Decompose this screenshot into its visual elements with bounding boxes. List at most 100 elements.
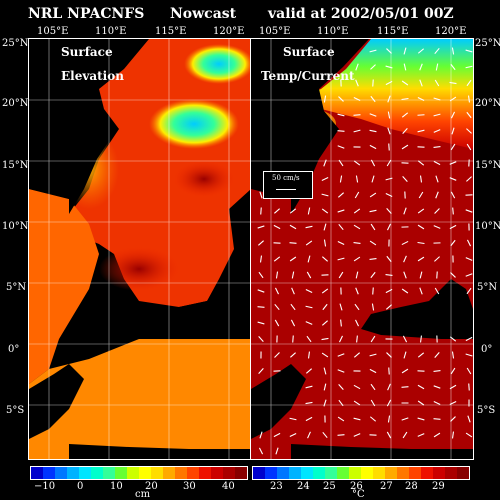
current-vector (450, 63, 456, 71)
current-vector (353, 208, 361, 214)
elevation-map (29, 39, 251, 459)
elevation-low-anomaly (149, 99, 239, 149)
current-vector (403, 271, 407, 279)
current-vector (371, 303, 375, 311)
current-vector (386, 223, 392, 231)
temperature-colorbar-swatch (373, 467, 385, 479)
current-vector (322, 320, 328, 326)
land-mainland (29, 39, 147, 214)
current-vector (274, 287, 280, 295)
current-vector (323, 95, 327, 103)
current-vector (369, 209, 377, 213)
current-vector (466, 239, 472, 247)
lat-tick-right-15n: 15°N (475, 160, 500, 171)
lat-tick-right-20n: 20°N (475, 98, 500, 109)
current-vector (323, 223, 327, 231)
current-vector (468, 383, 470, 391)
current-vector (289, 417, 297, 421)
current-vector (273, 432, 281, 438)
current-vector (402, 335, 408, 343)
current-vector (434, 208, 440, 214)
current-vector (337, 145, 345, 149)
current-vector (290, 319, 296, 327)
temperature-colorbar-swatch (337, 467, 349, 479)
current-vector (450, 272, 456, 278)
elevation-colorbar-swatch (115, 467, 127, 479)
product-title: Nowcast (170, 6, 237, 22)
current-vector (305, 321, 313, 325)
current-vector (259, 431, 263, 439)
current-vector (465, 49, 473, 53)
current-vector (274, 319, 280, 327)
land-sumatra (29, 364, 84, 439)
current-vector (465, 336, 473, 342)
current-vector (370, 383, 376, 391)
current-vector (275, 271, 279, 279)
current-vector (419, 287, 423, 295)
current-vector (257, 321, 265, 325)
current-vector (385, 274, 393, 276)
current-vector (354, 303, 360, 311)
current-vector (355, 271, 359, 279)
land-mainland-right (251, 39, 369, 214)
temperature-colorbar-swatch (301, 467, 313, 479)
current-vector (353, 417, 361, 421)
current-vector (337, 353, 345, 357)
current-vector (338, 271, 344, 279)
current-vector (465, 353, 473, 357)
current-vector (353, 433, 361, 437)
temperature-colorbar-swatch (397, 467, 409, 479)
elevation-tick-20: 20 (145, 481, 158, 492)
elevation-colorbar-swatch (31, 467, 43, 479)
lat-tick-left-10n: 10°N (2, 221, 29, 232)
current-vector (258, 368, 264, 374)
current-vector (273, 256, 281, 262)
current-vector (387, 383, 391, 391)
model-title: NRL NPACNFS (28, 6, 145, 22)
current-vector (466, 128, 472, 134)
current-vector (434, 79, 440, 87)
current-vector (354, 191, 360, 199)
lon-tick-right-105: 105°E (259, 26, 291, 37)
temp-tick-29: 29 (432, 481, 445, 492)
temperature-unit: °C (352, 489, 365, 500)
current-vector (260, 207, 262, 215)
current-vector (340, 319, 342, 327)
current-vector (467, 415, 471, 423)
lat-tick-right-25n: 25°N (475, 38, 500, 49)
elevation-colorbar-swatch (187, 467, 199, 479)
current-vector (355, 175, 359, 183)
elevation-colorbar-swatch (79, 467, 91, 479)
vector-key-box: 50 cm/s (263, 171, 313, 199)
temp-tick-26: 26 (350, 481, 363, 492)
current-vector (369, 192, 377, 198)
current-vector (257, 289, 265, 293)
current-vector (259, 255, 263, 263)
current-vector (465, 432, 473, 438)
temperature-colorbar-swatch (349, 467, 361, 479)
current-vector (465, 273, 473, 277)
current-vector (353, 352, 361, 358)
current-vector (466, 111, 472, 119)
temp-tick-25: 25 (323, 481, 336, 492)
current-vector (466, 287, 472, 295)
current-vector (465, 65, 473, 69)
temperature-colorbar-swatch (313, 467, 325, 479)
current-vector (386, 255, 392, 263)
current-vector (305, 225, 313, 229)
elevation-high-south (99, 247, 179, 291)
current-vector (433, 369, 441, 373)
current-vector (372, 287, 374, 295)
current-vector (338, 96, 344, 102)
temperature-colorbar-swatch (409, 467, 421, 479)
land-java (69, 444, 251, 459)
temp-current-map-panel: Surface Temp/Current 50 cm/s (250, 38, 474, 460)
elevation-colorbar-swatch (55, 467, 67, 479)
current-vector (307, 351, 311, 359)
lon-tick-left-120: 120°E (213, 26, 245, 37)
current-vector (323, 367, 327, 375)
current-vector (370, 223, 376, 231)
current-vector (435, 191, 439, 199)
lat-tick-right-5s: 5°S (477, 405, 496, 416)
current-vector (305, 368, 313, 374)
